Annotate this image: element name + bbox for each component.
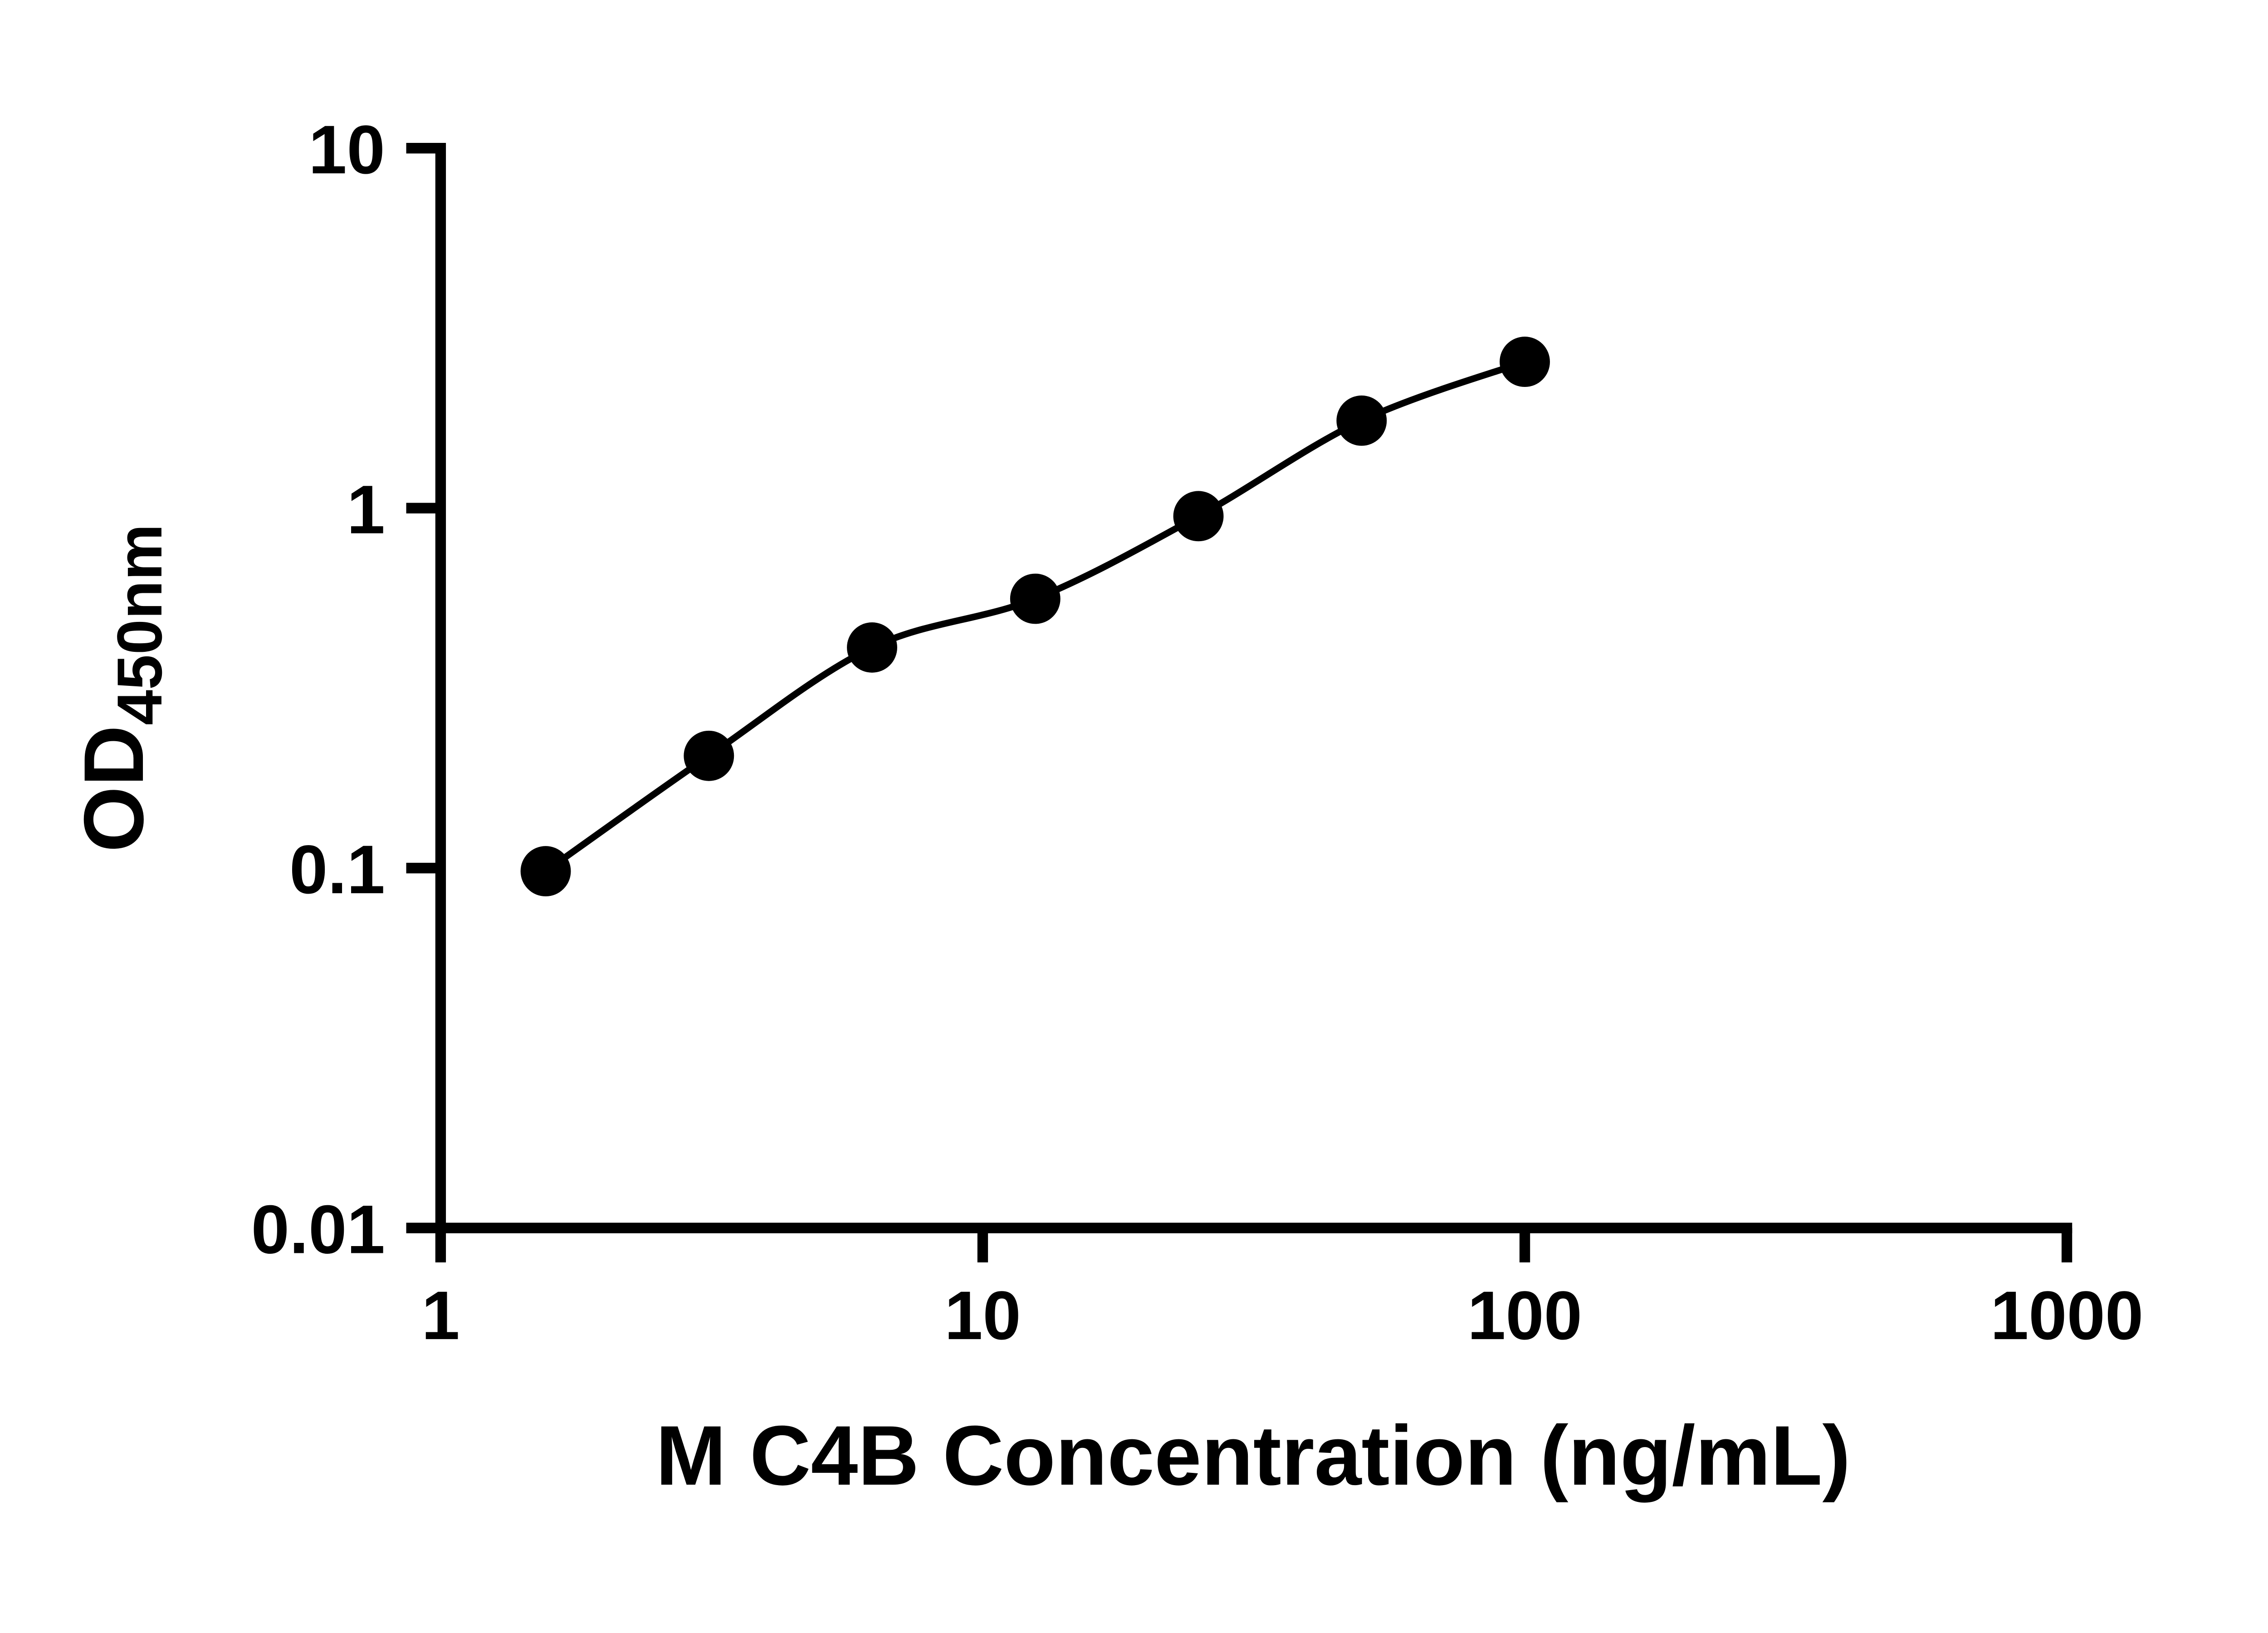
y-tick-label: 10	[308, 112, 385, 188]
y-axis-title: OD450nm	[66, 524, 175, 852]
data-point	[847, 622, 897, 673]
data-points-layer	[520, 337, 1550, 897]
data-point	[520, 846, 571, 897]
plot-background	[0, 0, 2268, 1588]
y-axis-title-main: OD	[66, 725, 161, 852]
data-point	[1336, 395, 1387, 446]
ticks-layer	[406, 143, 2072, 1262]
data-point	[1500, 337, 1550, 387]
data-point	[684, 730, 734, 781]
data-point	[1010, 573, 1061, 624]
y-tick-label: 0.1	[289, 831, 385, 908]
data-point	[1173, 491, 1224, 542]
standard-curve-chart: 1 10 100 1000 0.01 0.1 1 10 M C4B Concentration…	[0, 0, 2268, 1588]
x-tick-label: 100	[1467, 1277, 1582, 1354]
y-tick-label: 1	[347, 472, 385, 548]
y-tick-label: 0.01	[251, 1192, 385, 1268]
y-axis-title-subscript: 450nm	[104, 524, 175, 725]
x-axis-title: M C4B Concentration (ng/mL)	[655, 1408, 1850, 1503]
x-tick-label: 1000	[1990, 1277, 2143, 1354]
standard-curve-figure: 1 10 100 1000 0.01 0.1 1 10 M C4B Concentration…	[0, 0, 2268, 1588]
x-tick-label: 10	[944, 1277, 1021, 1354]
tick-labels-layer: 1 10 100 1000 0.01 0.1 1 10	[251, 112, 2144, 1354]
x-tick-label: 1	[421, 1277, 459, 1354]
